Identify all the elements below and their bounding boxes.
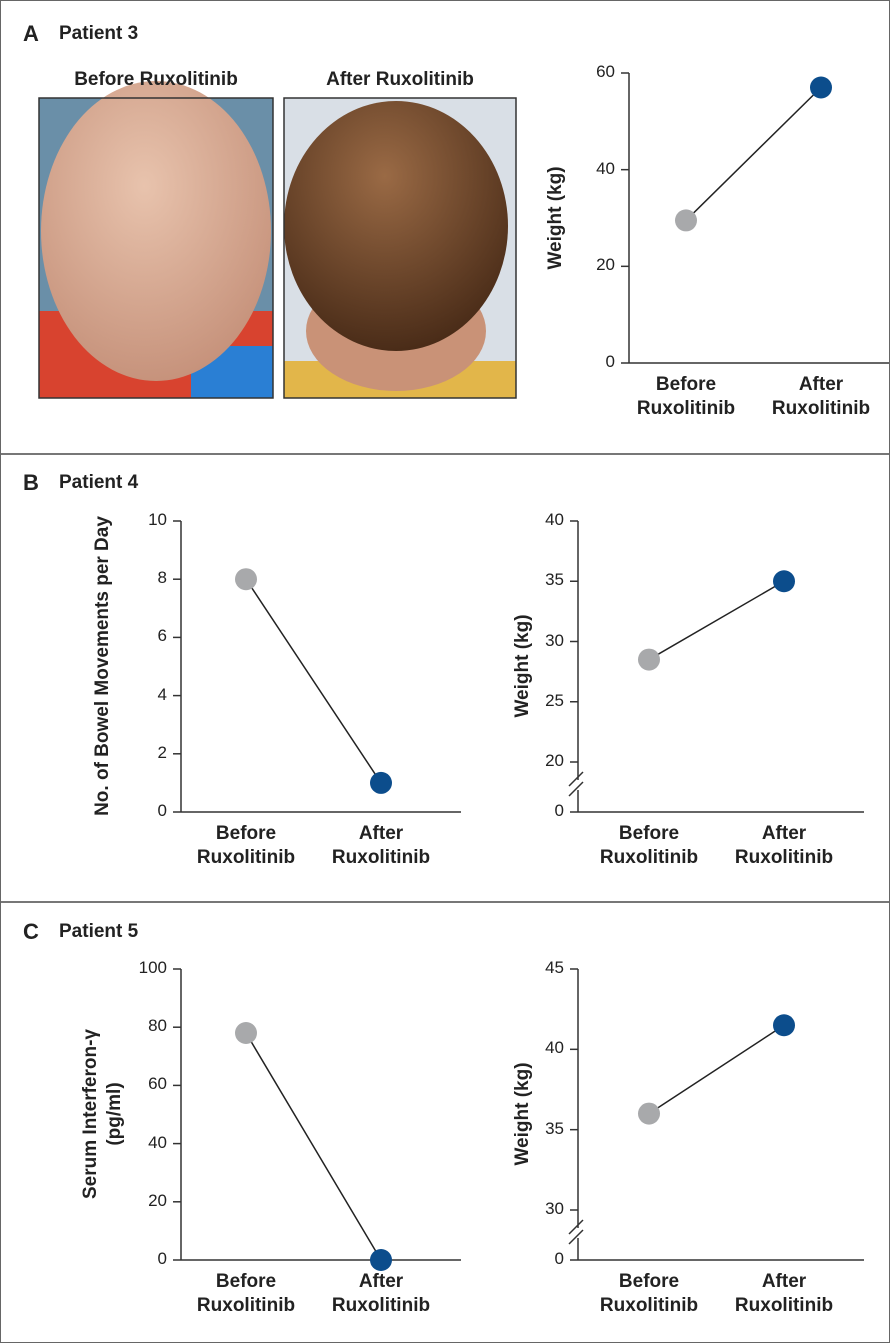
y-tick-label: 4	[117, 685, 167, 705]
y-axis-title: Weight (kg)	[511, 984, 535, 1244]
photo-label: After Ruxolitinib	[280, 69, 520, 91]
y-tick-label: 60	[565, 62, 615, 82]
data-point	[235, 568, 257, 590]
data-point	[370, 772, 392, 794]
x-tick-label: After Ruxolitinib	[761, 373, 881, 421]
photo-after	[284, 98, 516, 398]
data-point	[675, 209, 697, 231]
x-tick-label: After Ruxolitinib	[321, 1270, 441, 1318]
data-point	[773, 1014, 795, 1036]
data-point	[235, 1022, 257, 1044]
y-axis-title: Weight (kg)	[544, 88, 568, 348]
panel-letter: A	[23, 21, 39, 47]
x-tick-label: Before Ruxolitinib	[589, 1270, 709, 1318]
y-tick-label: 2	[117, 743, 167, 763]
panel-title: Patient 4	[59, 472, 138, 494]
x-tick-label: Before Ruxolitinib	[186, 822, 306, 870]
y-tick-label: 40	[565, 159, 615, 179]
photo-before	[39, 81, 273, 398]
y-axis-title: Weight (kg)	[511, 536, 535, 796]
data-line	[649, 1025, 784, 1113]
y-tick-label: 100	[117, 958, 167, 978]
figure: APatient 3Before RuxolitinibAfter Ruxoli…	[0, 0, 890, 1343]
x-tick-label: Before Ruxolitinib	[186, 1270, 306, 1318]
y-tick-label: 6	[117, 626, 167, 646]
panel-title: Patient 3	[59, 23, 138, 45]
y-tick-label: 0	[117, 801, 167, 821]
data-line	[246, 1033, 381, 1260]
panel-letter: B	[23, 470, 39, 496]
data-line	[246, 579, 381, 783]
y-tick-label: 20	[565, 255, 615, 275]
y-tick-label: 45	[514, 958, 564, 978]
y-tick-label: 10	[117, 510, 167, 530]
y-axis-title: No. of Bowel Movements per Day	[91, 516, 115, 816]
data-point	[773, 570, 795, 592]
data-line	[649, 581, 784, 659]
y-tick-label: 0	[117, 1249, 167, 1269]
y-tick-label: 40	[514, 510, 564, 530]
y-tick-label: 0	[514, 1249, 564, 1269]
panel-letter: C	[23, 919, 39, 945]
x-tick-label: Before Ruxolitinib	[626, 373, 746, 421]
data-point	[810, 77, 832, 99]
x-tick-label: After Ruxolitinib	[724, 822, 844, 870]
y-axis-title: Serum Interferon-γ (pg/ml)	[79, 1014, 127, 1214]
y-tick-label: 0	[565, 352, 615, 372]
panel-title: Patient 5	[59, 921, 138, 943]
y-tick-label: 8	[117, 568, 167, 588]
data-point	[638, 1103, 660, 1125]
y-tick-label: 0	[514, 801, 564, 821]
data-line	[686, 88, 821, 221]
data-point	[370, 1249, 392, 1271]
photo-label: Before Ruxolitinib	[36, 69, 276, 91]
x-tick-label: After Ruxolitinib	[321, 822, 441, 870]
x-tick-label: After Ruxolitinib	[724, 1270, 844, 1318]
x-tick-label: Before Ruxolitinib	[589, 822, 709, 870]
data-point	[638, 649, 660, 671]
